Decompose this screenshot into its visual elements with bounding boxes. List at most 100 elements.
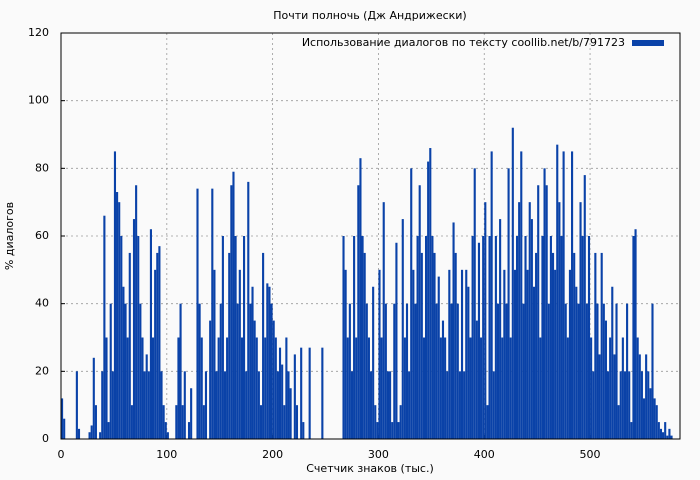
bar	[598, 354, 601, 439]
bar	[537, 185, 540, 439]
bar	[444, 337, 447, 439]
bar	[452, 222, 455, 439]
bar	[458, 371, 461, 439]
bar	[276, 371, 279, 439]
bar	[488, 236, 491, 439]
bar	[242, 236, 246, 439]
bar	[249, 303, 252, 439]
bar	[666, 435, 669, 439]
bar	[441, 320, 445, 439]
bar	[606, 371, 610, 439]
y-tick-label: 120	[28, 26, 49, 39]
bar	[429, 148, 432, 440]
bar	[494, 236, 497, 439]
bar	[285, 337, 288, 439]
bar	[501, 337, 504, 439]
bar	[484, 202, 487, 439]
bar	[90, 425, 93, 439]
bar	[226, 337, 229, 439]
bar	[295, 405, 299, 439]
bar	[503, 269, 506, 439]
bar	[122, 286, 125, 439]
bar	[524, 236, 527, 439]
bar	[105, 337, 108, 439]
bar	[632, 236, 635, 439]
bar	[513, 269, 516, 439]
bar	[628, 371, 631, 439]
bar	[147, 371, 150, 439]
bar	[132, 219, 136, 439]
bar	[439, 337, 442, 439]
bar	[217, 337, 220, 439]
bar	[376, 422, 379, 439]
bar	[454, 252, 457, 439]
y-tick-label: 40	[35, 297, 49, 310]
bar	[268, 286, 271, 439]
bar	[645, 354, 648, 439]
bar	[414, 303, 417, 439]
bar	[623, 371, 627, 439]
bar	[585, 303, 588, 439]
bar	[143, 371, 146, 439]
x-tick-label: 0	[58, 448, 65, 461]
bar	[647, 371, 650, 439]
bar	[363, 252, 366, 439]
bar	[435, 303, 438, 439]
bar	[149, 229, 152, 439]
x-tick-label: 100	[156, 448, 177, 461]
bar	[111, 371, 114, 439]
bar	[541, 236, 544, 439]
bar	[659, 428, 663, 439]
bar	[245, 371, 248, 439]
bar	[270, 303, 273, 439]
bar	[657, 422, 660, 439]
bar	[94, 405, 97, 439]
bar	[611, 286, 614, 439]
bar	[446, 371, 449, 439]
bar	[113, 151, 117, 439]
bar	[526, 269, 529, 439]
bar	[547, 303, 550, 439]
bar	[107, 422, 110, 439]
bar	[668, 428, 671, 439]
bar	[342, 236, 345, 439]
bar	[166, 432, 169, 439]
bar	[520, 151, 523, 439]
bar	[594, 252, 597, 439]
bar	[141, 337, 144, 439]
bar	[575, 286, 578, 439]
bar	[369, 371, 373, 439]
bar	[128, 252, 131, 439]
bar	[367, 337, 370, 439]
bar	[437, 276, 440, 439]
bar	[103, 215, 106, 439]
bar	[355, 337, 358, 439]
bar	[175, 405, 178, 439]
bar	[539, 337, 542, 439]
bar	[278, 347, 282, 439]
bar	[393, 303, 396, 439]
bar	[372, 286, 375, 439]
y-tick-label: 100	[28, 94, 49, 107]
bar	[151, 337, 155, 439]
bar	[653, 398, 656, 439]
bar	[215, 371, 218, 439]
bar	[577, 303, 580, 439]
bar	[518, 202, 521, 439]
bar	[465, 269, 468, 439]
bar	[274, 337, 277, 439]
bar	[164, 422, 167, 439]
y-tick-label: 20	[35, 364, 49, 377]
x-tick-label: 400	[474, 448, 495, 461]
bar	[530, 219, 533, 439]
bar	[397, 422, 400, 439]
bar	[583, 175, 586, 439]
bar	[120, 236, 123, 439]
plot-frame	[60, 32, 681, 440]
bar	[126, 337, 129, 439]
bar	[124, 303, 127, 439]
bar	[374, 405, 377, 439]
bar	[160, 371, 163, 439]
bar	[253, 320, 256, 439]
bar	[403, 337, 406, 439]
